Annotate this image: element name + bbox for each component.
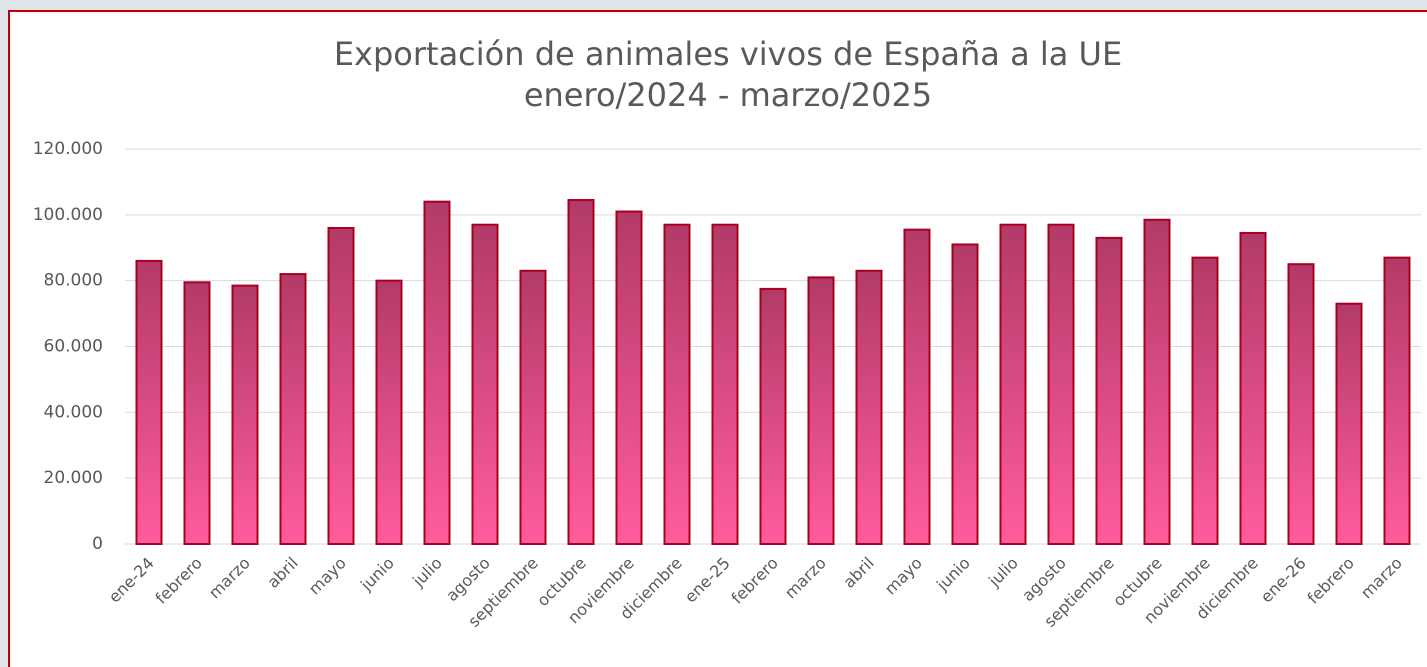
bar	[903, 228, 931, 545]
bar	[759, 287, 787, 546]
bar	[1047, 223, 1075, 545]
bar	[663, 223, 691, 545]
bar	[327, 227, 355, 545]
bar	[711, 223, 739, 545]
y-tick-label: 40.000	[44, 402, 103, 422]
y-tick-label: 100.000	[33, 205, 103, 225]
y-tick-label: 60.000	[44, 337, 103, 357]
bar	[807, 276, 835, 545]
y-tick-label: 120.000	[33, 139, 103, 159]
bar	[1191, 256, 1219, 545]
bar	[1143, 218, 1171, 545]
y-tick-label: 0	[92, 534, 103, 554]
bar	[615, 210, 643, 546]
bar	[375, 279, 403, 545]
bar	[1095, 236, 1123, 545]
bar	[1287, 263, 1315, 545]
y-tick-label: 80.000	[44, 271, 103, 291]
bar	[231, 284, 259, 545]
bar	[999, 223, 1027, 545]
bar	[951, 243, 979, 545]
bar	[183, 281, 211, 545]
bar	[855, 269, 883, 545]
chart-title: Exportación de animales vivos de España …	[334, 35, 1122, 73]
bar	[567, 199, 595, 545]
bar	[519, 269, 547, 545]
bar	[1383, 256, 1411, 545]
bar	[1335, 302, 1363, 546]
bar	[423, 200, 451, 546]
chart-subtitle: enero/2024 - marzo/2025	[524, 76, 932, 114]
bar	[279, 273, 307, 545]
bar	[135, 259, 163, 545]
bar	[1239, 231, 1267, 545]
y-tick-label: 20.000	[44, 468, 103, 488]
bar	[471, 223, 499, 545]
